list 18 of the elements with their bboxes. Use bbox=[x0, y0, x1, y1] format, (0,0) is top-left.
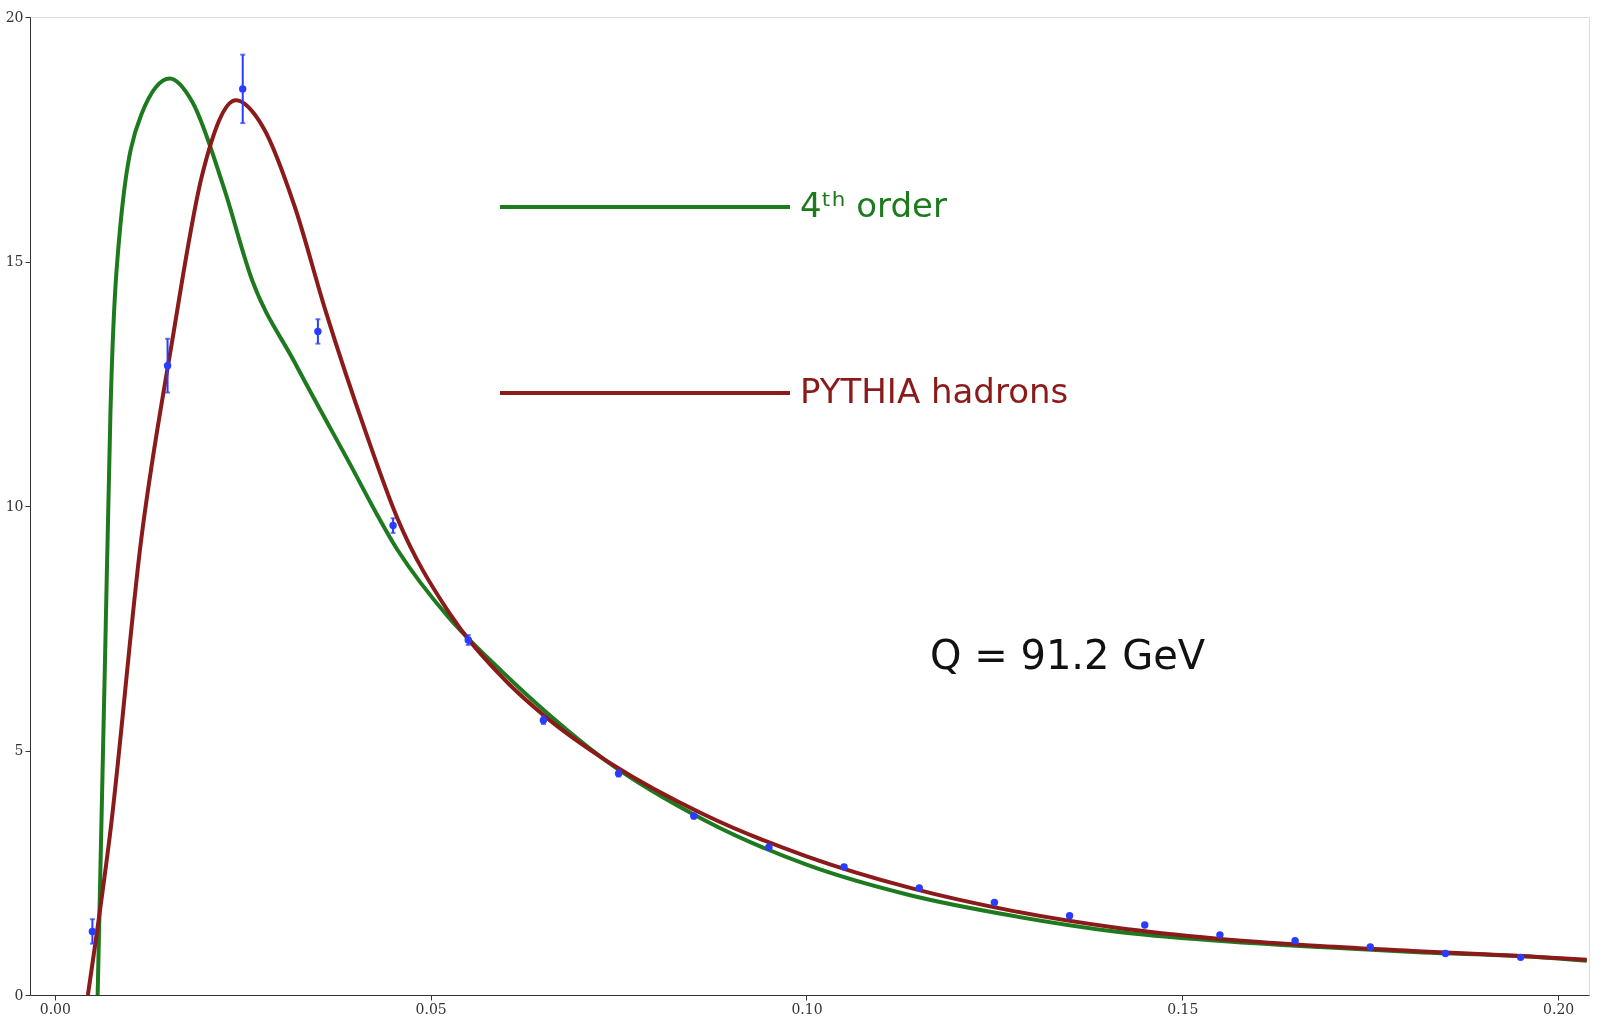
point bbox=[88, 927, 97, 936]
point bbox=[314, 327, 322, 336]
x-tick-label: 0.00 bbox=[39, 1000, 71, 1017]
point bbox=[239, 85, 247, 93]
x-tick-label: 0.10 bbox=[791, 1000, 823, 1017]
x-tick-label: 0.20 bbox=[1543, 1000, 1575, 1017]
point bbox=[163, 361, 172, 370]
x-tick-label: 0.05 bbox=[415, 1000, 447, 1017]
y-tick-label: 0 bbox=[14, 986, 24, 1003]
text: 4ᵗʰ order bbox=[800, 185, 947, 225]
y-tick-label: 20 bbox=[5, 8, 24, 25]
text: PYTHIA hadrons bbox=[800, 371, 1069, 411]
y-tick-label: 15 bbox=[5, 253, 24, 269]
y-tick-label: 10 bbox=[5, 497, 24, 514]
x-tick-label: 0.15 bbox=[1167, 1000, 1199, 1017]
point bbox=[389, 521, 397, 530]
annotation: Q = 91.2 GeV bbox=[930, 632, 1206, 678]
y-tick-label: 5 bbox=[14, 742, 24, 758]
